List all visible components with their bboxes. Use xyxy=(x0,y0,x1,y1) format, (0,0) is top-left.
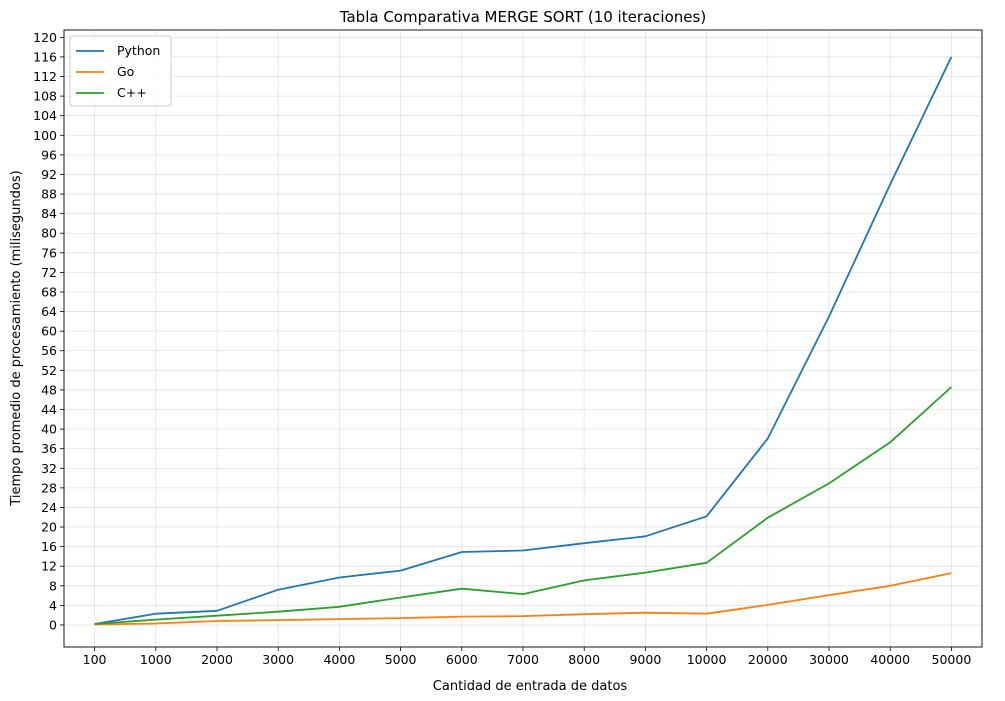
legend-label-cpp: C++ xyxy=(117,85,147,100)
x-tick-label: 30000 xyxy=(809,652,849,667)
x-tick-label: 7000 xyxy=(507,652,539,667)
x-tick-label: 50000 xyxy=(932,652,972,667)
y-tick-label: 28 xyxy=(41,480,57,495)
series-line-python xyxy=(94,56,953,625)
y-tick-label: 64 xyxy=(41,304,57,319)
y-tick-label: 52 xyxy=(41,363,57,378)
x-tick-label: 8000 xyxy=(568,652,600,667)
grid xyxy=(64,30,982,647)
y-tick-label: 12 xyxy=(41,559,57,574)
y-tick-label: 40 xyxy=(41,422,57,437)
legend: Python Go C++ xyxy=(69,35,172,107)
y-tick-label: 108 xyxy=(33,89,57,104)
x-tick-label: 10000 xyxy=(687,652,727,667)
y-tick-label: 48 xyxy=(41,382,57,397)
y-tick-label: 32 xyxy=(41,461,57,476)
y-tick-label: 36 xyxy=(41,441,57,456)
x-tick-label: 9000 xyxy=(629,652,661,667)
y-tick-label: 44 xyxy=(41,402,57,417)
y-tick-label: 100 xyxy=(33,128,57,143)
series-line-cpp xyxy=(94,386,953,625)
y-tick-label: 120 xyxy=(33,30,57,45)
plot-frame xyxy=(63,29,983,648)
y-tick-label: 92 xyxy=(41,167,57,182)
x-tick-label: 3000 xyxy=(262,652,294,667)
y-tick-label: 4 xyxy=(49,598,57,613)
y-tick-label: 104 xyxy=(33,108,57,123)
series-line-go xyxy=(94,572,952,626)
y-tick-label: 116 xyxy=(33,49,57,64)
series-lines xyxy=(94,56,953,626)
y-tick-label: 72 xyxy=(41,265,57,280)
y-axis-label: Tiempo promedio de procesamiento (milise… xyxy=(9,170,24,506)
y-tick-label: 56 xyxy=(41,343,57,358)
chart-title: Tabla Comparativa MERGE SORT (10 iteraci… xyxy=(339,8,706,26)
y-tick-label: 8 xyxy=(49,578,57,593)
x-tick-label: 100 xyxy=(83,652,107,667)
x-tick-label: 20000 xyxy=(748,652,788,667)
y-tick-label: 20 xyxy=(41,520,57,535)
x-tick-label: 1000 xyxy=(140,652,172,667)
x-tick-label: 4000 xyxy=(323,652,355,667)
legend-label-python: Python xyxy=(117,43,160,58)
legend-label-go: Go xyxy=(117,64,134,79)
y-tick-label: 76 xyxy=(41,245,57,260)
y-tick-label: 88 xyxy=(41,187,57,202)
y-tick-label: 68 xyxy=(41,284,57,299)
y-tick-label: 112 xyxy=(33,69,57,84)
axis-ticks: 100 1000 2000 3000 4000 5000 6000 7000 8000 9000 1… xyxy=(33,30,971,667)
y-tick-label: 80 xyxy=(41,226,57,241)
x-axis-label: Cantidad de entrada de datos xyxy=(433,679,628,694)
y-tick-label: 0 xyxy=(49,617,57,632)
y-tick-label: 60 xyxy=(41,324,57,339)
y-tick-label: 16 xyxy=(41,539,57,554)
x-tick-label: 40000 xyxy=(870,652,910,667)
legend-box xyxy=(69,35,172,107)
y-tick-label: 84 xyxy=(41,206,57,221)
x-tick-label: 2000 xyxy=(201,652,233,667)
y-tick-label: 96 xyxy=(41,147,57,162)
y-tick-label: 24 xyxy=(41,500,57,515)
x-tick-label: 5000 xyxy=(385,652,417,667)
x-tick-label: 6000 xyxy=(446,652,478,667)
